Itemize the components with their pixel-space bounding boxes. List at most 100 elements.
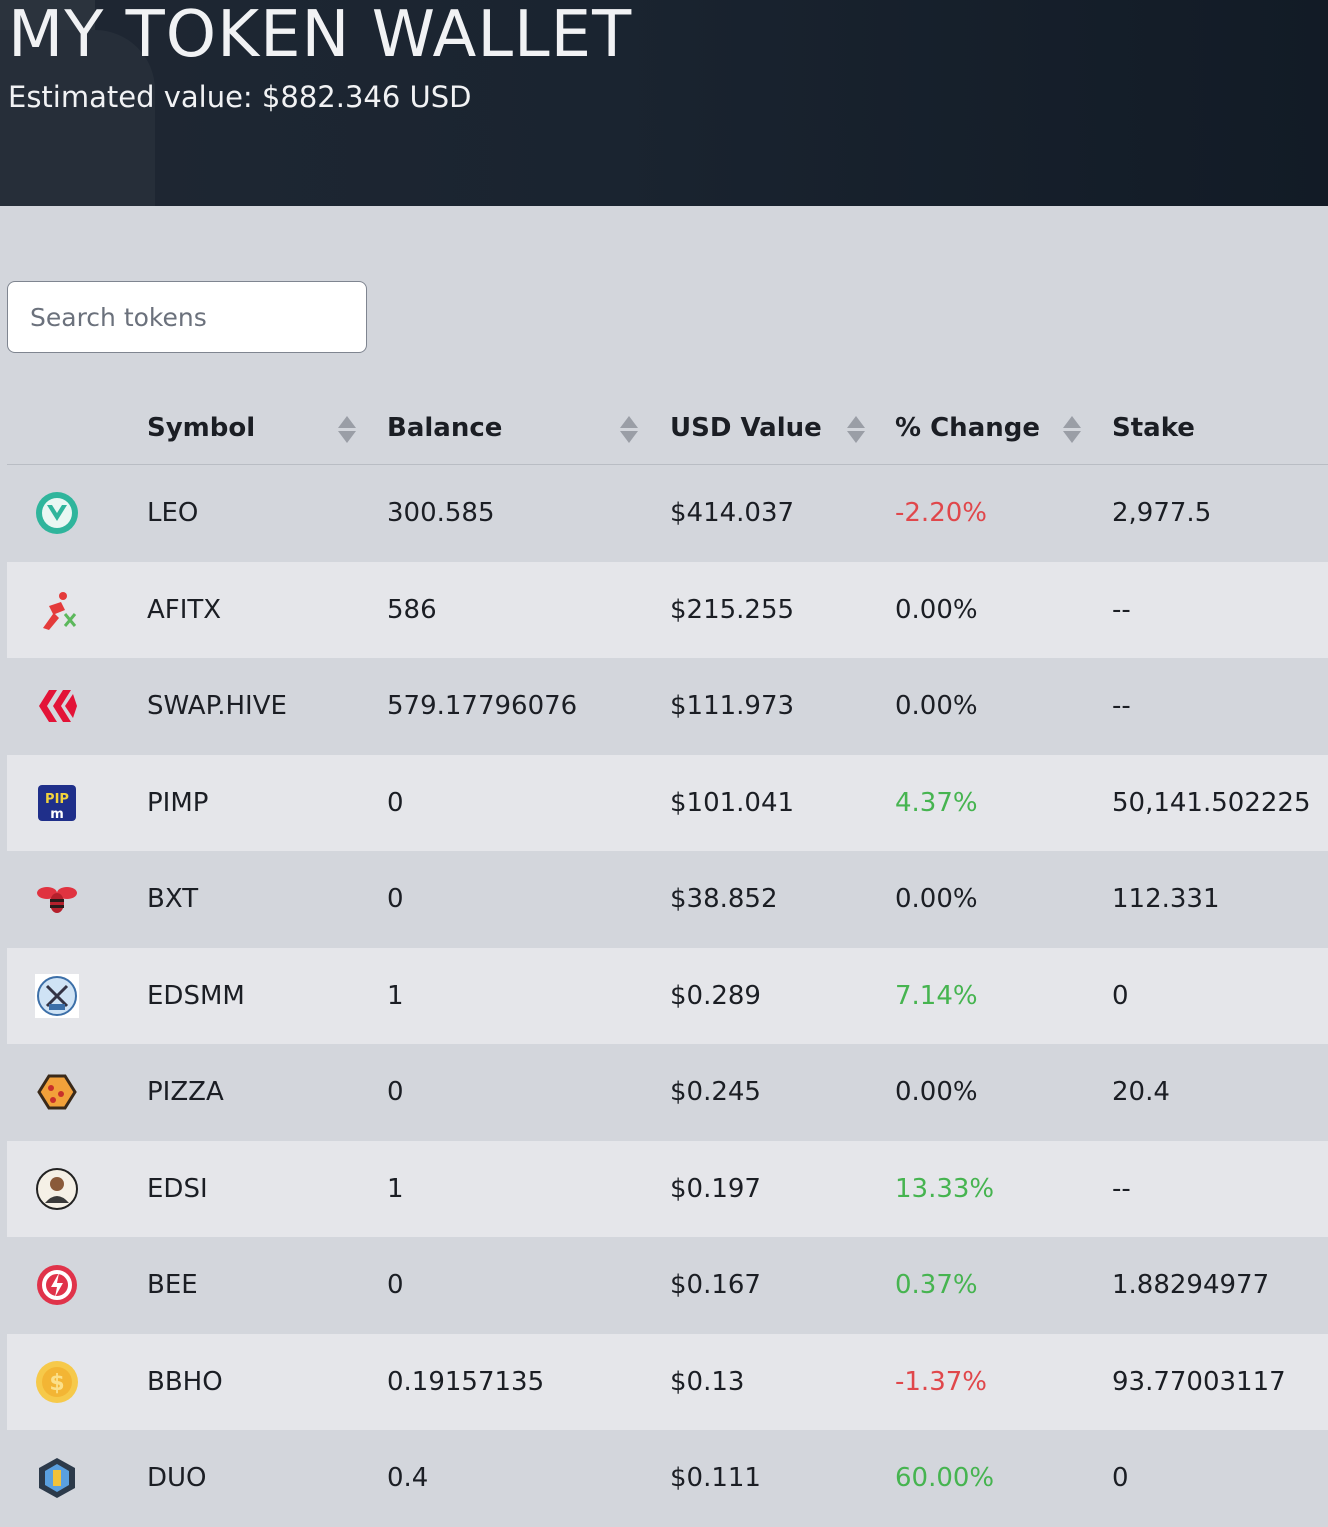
- token-usd-value: $0.197: [670, 1140, 895, 1237]
- token-symbol: AFITX: [147, 561, 387, 658]
- token-symbol: DUO: [147, 1430, 387, 1527]
- token-usd-value: $215.255: [670, 561, 895, 658]
- token-icon-cell: [7, 658, 147, 755]
- token-stake: 20.4: [1112, 1044, 1328, 1141]
- token-change: 0.00%: [895, 561, 1112, 658]
- swap-hive-icon: [35, 684, 79, 728]
- token-usd-value: $0.13: [670, 1333, 895, 1430]
- table-row[interactable]: EDSI 1 $0.197 13.33% --: [7, 1140, 1328, 1237]
- token-change: 13.33%: [895, 1140, 1112, 1237]
- symbol-column-header[interactable]: Symbol: [147, 392, 387, 465]
- token-icon-cell: [7, 1140, 147, 1237]
- sort-icon[interactable]: [1063, 416, 1081, 444]
- token-usd-value: $0.167: [670, 1237, 895, 1334]
- svg-text:PIP: PIP: [45, 792, 69, 807]
- token-usd-value: $0.111: [670, 1430, 895, 1527]
- sort-icon[interactable]: [338, 416, 356, 444]
- token-stake: 93.77003117: [1112, 1333, 1328, 1430]
- token-change: 0.37%: [895, 1237, 1112, 1334]
- token-change: 0.00%: [895, 658, 1112, 755]
- sort-icon[interactable]: [847, 416, 865, 444]
- token-change: 60.00%: [895, 1430, 1112, 1527]
- token-balance: 0: [387, 1237, 670, 1334]
- balance-column-header[interactable]: Balance: [387, 392, 670, 465]
- token-change: 7.14%: [895, 947, 1112, 1044]
- token-usd-value: $111.973: [670, 658, 895, 755]
- token-balance: 1: [387, 947, 670, 1044]
- stake-column-header[interactable]: Stake: [1112, 392, 1328, 465]
- sort-icon[interactable]: [620, 416, 638, 444]
- token-change: 0.00%: [895, 1044, 1112, 1141]
- estimated-value: Estimated value: $882.346 USD: [8, 80, 472, 114]
- token-symbol: LEO: [147, 464, 387, 562]
- token-change: -2.20%: [895, 464, 1112, 562]
- token-icon-cell: [7, 464, 147, 562]
- table-row[interactable]: SWAP.HIVE 579.17796076 $111.973 0.00% --: [7, 658, 1328, 755]
- token-balance: 586: [387, 561, 670, 658]
- token-symbol: PIMP: [147, 754, 387, 851]
- balance-column-label: Balance: [387, 413, 503, 443]
- change-column-header[interactable]: % Change: [895, 392, 1112, 465]
- token-icon-cell: [7, 1044, 147, 1141]
- leo-icon: [35, 491, 79, 535]
- token-balance: 0.4: [387, 1430, 670, 1527]
- token-icon-cell: [7, 1430, 147, 1527]
- token-table: Symbol Balance USD Value % Change Stake …: [7, 392, 1328, 1527]
- token-stake: --: [1112, 658, 1328, 755]
- token-balance: 0: [387, 851, 670, 948]
- bxt-icon: [35, 877, 79, 921]
- token-icon-cell: PIP m: [7, 754, 147, 851]
- table-row[interactable]: BXT 0 $38.852 0.00% 112.331: [7, 851, 1328, 948]
- token-symbol: BBHO: [147, 1333, 387, 1430]
- edsmm-icon: [35, 973, 79, 1018]
- table-row[interactable]: LEO 300.585 $414.037 -2.20% 2,977.5: [7, 464, 1328, 562]
- token-balance: 300.585: [387, 464, 670, 562]
- table-header-row: Symbol Balance USD Value % Change Stake: [7, 392, 1328, 465]
- token-balance: 0.19157135: [387, 1333, 670, 1430]
- search-input[interactable]: [7, 281, 367, 353]
- header-background-shape: [0, 30, 155, 206]
- token-icon-cell: [7, 947, 147, 1044]
- token-stake: --: [1112, 1140, 1328, 1237]
- token-symbol: BEE: [147, 1237, 387, 1334]
- table-row[interactable]: PIP m PIMP 0 $101.041 4.37% 50,141.502225: [7, 754, 1328, 851]
- token-balance: 579.17796076: [387, 658, 670, 755]
- table-row[interactable]: BEE 0 $0.167 0.37% 1.88294977: [7, 1237, 1328, 1334]
- token-stake: 50,141.502225: [1112, 754, 1328, 851]
- token-symbol: EDSMM: [147, 947, 387, 1044]
- table-row[interactable]: $ BBHO 0.19157135 $0.13 -1.37% 93.770031…: [7, 1333, 1328, 1430]
- svg-text:$: $: [49, 1371, 64, 1396]
- token-icon-cell: [7, 561, 147, 658]
- bbho-icon: $: [35, 1360, 79, 1404]
- token-usd-value: $0.245: [670, 1044, 895, 1141]
- svg-text:m: m: [50, 807, 64, 822]
- token-stake: --: [1112, 561, 1328, 658]
- token-symbol: PIZZA: [147, 1044, 387, 1141]
- token-balance: 0: [387, 1044, 670, 1141]
- table-row[interactable]: PIZZA 0 $0.245 0.00% 20.4: [7, 1044, 1328, 1141]
- token-symbol: EDSI: [147, 1140, 387, 1237]
- token-stake: 1.88294977: [1112, 1237, 1328, 1334]
- token-icon-cell: [7, 1237, 147, 1334]
- edsi-icon: [35, 1167, 79, 1211]
- bee-icon: [35, 1263, 79, 1307]
- table-row[interactable]: AFITX 586 $215.255 0.00% --: [7, 561, 1328, 658]
- usd-value-column-label: USD Value: [670, 413, 822, 443]
- token-symbol: BXT: [147, 851, 387, 948]
- token-usd-value: $0.289: [670, 947, 895, 1044]
- token-usd-value: $414.037: [670, 464, 895, 562]
- page-title: MY TOKEN WALLET: [8, 0, 633, 72]
- afitx-icon: [35, 588, 79, 632]
- token-change: 0.00%: [895, 851, 1112, 948]
- icon-column-header: [7, 392, 147, 465]
- table-row[interactable]: DUO 0.4 $0.111 60.00% 0: [7, 1430, 1328, 1527]
- table-row[interactable]: EDSMM 1 $0.289 7.14% 0: [7, 947, 1328, 1044]
- token-usd-value: $38.852: [670, 851, 895, 948]
- token-stake: 0: [1112, 1430, 1328, 1527]
- token-balance: 1: [387, 1140, 670, 1237]
- token-icon-cell: [7, 851, 147, 948]
- usd-value-column-header[interactable]: USD Value: [670, 392, 895, 465]
- token-usd-value: $101.041: [670, 754, 895, 851]
- token-stake: 2,977.5: [1112, 464, 1328, 562]
- token-change: -1.37%: [895, 1333, 1112, 1430]
